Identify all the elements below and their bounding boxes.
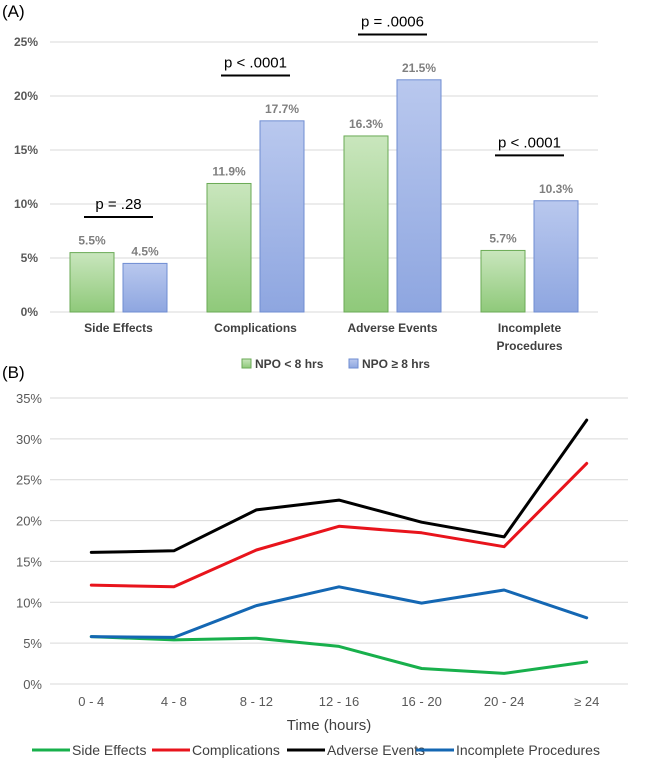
y-tick-label-b: 30% [16,432,42,447]
y-tick-label-a: 10% [14,197,38,211]
x-tick-label-b: 4 - 8 [161,694,187,709]
x-tick-label-b: 12 - 16 [319,694,359,709]
y-tick-label-a: 0% [21,305,39,319]
bar [480,249,526,313]
legend-label-b: Complications [192,742,280,758]
x-tick-label-b: ≥ 24 [574,694,599,709]
data-label: 10.3% [539,182,573,196]
bar [206,182,252,313]
x-category-label-a: Adverse Events [347,321,437,335]
data-label: 17.7% [265,102,299,116]
p-value-label: p = .28 [95,196,141,213]
x-tick-label-b: 20 - 24 [484,694,524,709]
data-label: 5.7% [489,231,517,245]
data-label: 16.3% [349,117,383,131]
x-tick-label-b: 0 - 4 [78,694,104,709]
bar [69,252,115,313]
panel-a-label: (A) [2,2,25,21]
panel-b-label: (B) [2,363,25,382]
y-tick-label-b: 10% [16,595,42,610]
p-value-label: p < .0001 [498,134,561,151]
bar [533,200,579,313]
y-tick-label-b: 25% [16,473,42,488]
legend-swatch [348,358,359,369]
x-category-label-a: Procedures [496,339,562,353]
bar [396,79,442,313]
bar [343,135,389,313]
legend-label-b: Incomplete Procedures [456,742,600,758]
legend-swatch [241,358,252,369]
y-tick-label-a: 15% [14,143,38,157]
bar [122,262,168,313]
y-tick-label-a: 20% [14,89,38,103]
y-tick-label-b: 35% [16,391,42,406]
chart-b: 0% 5% 10% 15% 20% 25% 30% 35% 0 - 4 4 - 8 8 - 12 12… [16,391,628,758]
data-label: 5.5% [78,234,106,248]
legend-label: NPO ≥ 8 hrs [362,357,430,371]
x-category-label-a: Side Effects [84,321,153,335]
y-tick-label-a: 5% [21,251,39,265]
y-tick-label-b: 15% [16,554,42,569]
p-value-label: p < .0001 [224,54,287,71]
legend-label-b: Side Effects [72,742,146,758]
series-line [89,418,589,554]
p-value-label: p = .0006 [361,13,424,30]
legend-label: NPO < 8 hrs [255,357,324,371]
x-category-label-a: Complications [214,321,297,335]
y-tick-label-a: 25% [14,35,38,49]
data-label: 21.5% [402,61,436,75]
y-tick-label-b: 20% [16,514,42,529]
y-tick-label-b: 0% [23,677,42,692]
y-tick-label-b: 5% [23,636,42,651]
x-tick-label-b: 16 - 20 [401,694,441,709]
data-label: 11.9% [212,164,246,178]
x-category-label-a: Incomplete [498,321,562,335]
chart-a: 0% 5% 10% 15% 20% 25% 5.5% 4.5% p = .28 Side Effe… [14,13,598,371]
x-axis-title: Time (hours) [287,717,371,734]
x-tick-label-b: 8 - 12 [240,694,273,709]
data-label: 4.5% [131,244,159,258]
bar [259,120,305,313]
series-line [89,585,589,639]
legend-label-b: Adverse Events [327,742,425,758]
series-line [89,635,589,675]
series-line [89,461,589,589]
